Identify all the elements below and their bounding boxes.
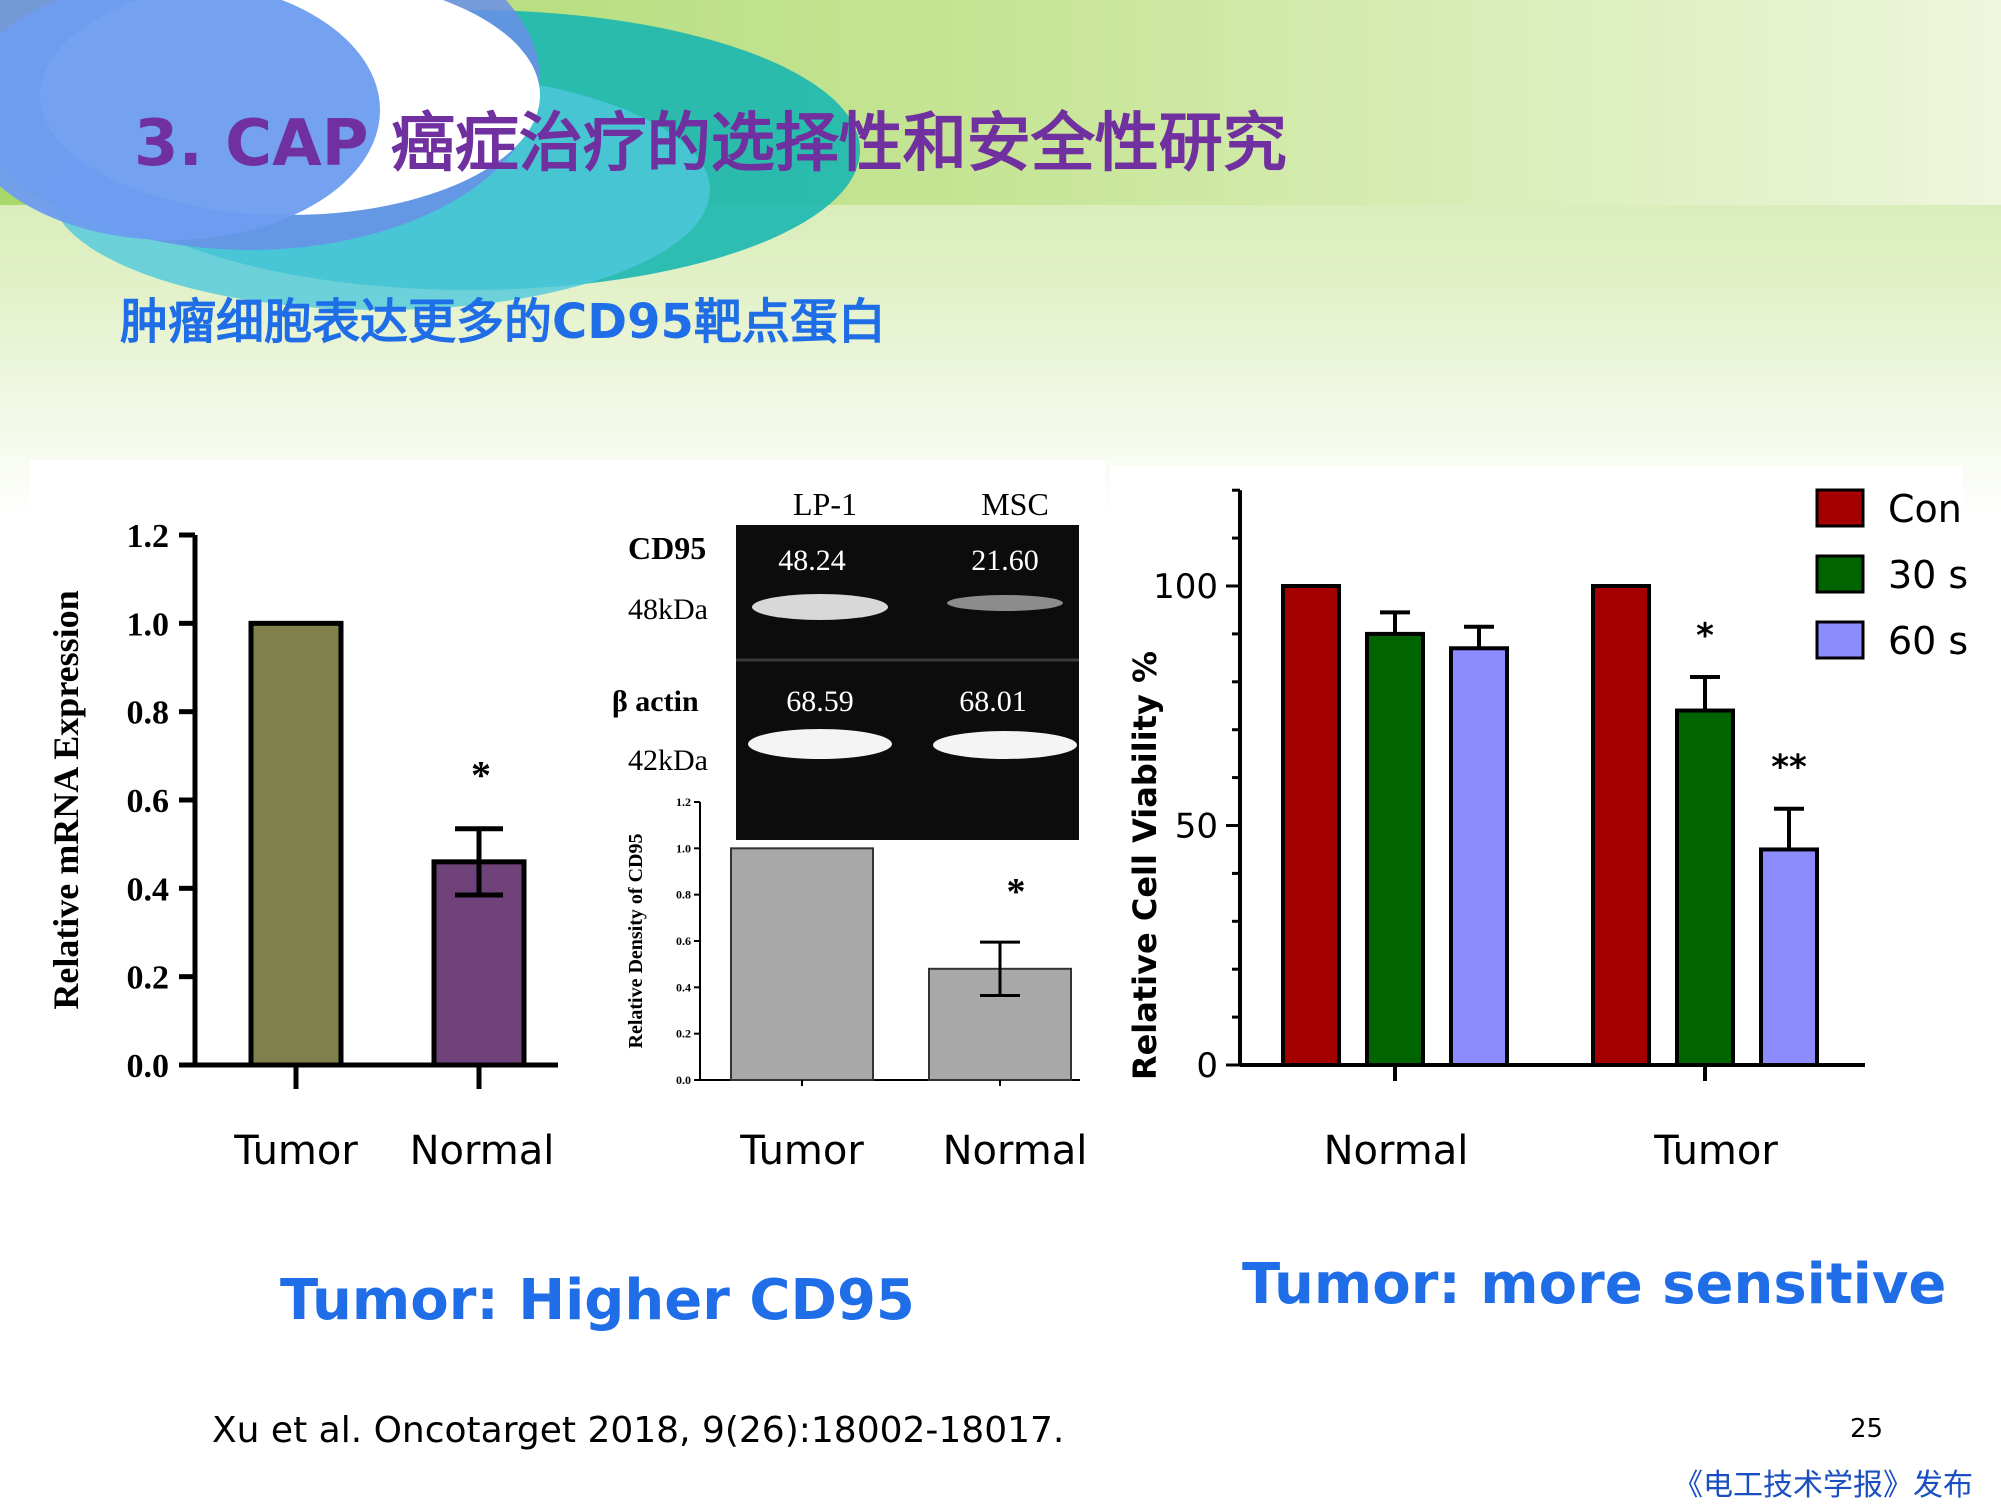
blot-image <box>736 525 1079 840</box>
blot-value-cd95-lp1: 48.24 <box>778 544 846 577</box>
mrna-significance-marker: * <box>471 753 491 798</box>
viability-bar-normal-30s <box>1365 631 1425 1067</box>
mrna-y-tick-label: 1.2 <box>127 518 170 555</box>
mrna-y-tick-label: 0.6 <box>127 783 170 820</box>
viability-significance-marker: * <box>1696 616 1714 656</box>
mrna-y-tick-label: 0.4 <box>127 871 170 908</box>
viability-legend-swatch-con <box>1815 488 1865 528</box>
mrna-bar-tumor <box>248 620 344 1068</box>
viability-legend-label: 30 s <box>1888 553 1968 597</box>
mrna-y-tick-label: 0.8 <box>127 695 170 732</box>
blot-row-label-cd95: CD95 <box>628 530 706 566</box>
density-category-tumor: Tumor <box>740 1128 864 1174</box>
density-y-tick-label: 1.2 <box>676 795 691 809</box>
mrna-y-tick-label: 0.0 <box>127 1048 170 1085</box>
blot-band-cd95-msc <box>947 595 1063 611</box>
mrna-y-axis-label: Relative mRNA Expression <box>46 590 86 1009</box>
blot-value-actin-lp1: 68.59 <box>786 685 854 718</box>
density-y-tick-label: 0.8 <box>676 888 691 902</box>
density-y-tick-label: 0.6 <box>676 934 691 948</box>
blot-row-kda-cd95: 48kDa <box>628 593 708 626</box>
viability-y-tick-label: 50 <box>1175 807 1218 847</box>
blot-band-actin-lp1 <box>748 729 892 759</box>
viability-y-tick-label: 100 <box>1153 567 1218 607</box>
blot-row-label-actin: β actin <box>612 685 699 718</box>
density-y-axis-label: Relative Density of CD95 <box>625 834 647 1049</box>
viability-category-normal: Normal <box>1323 1128 1469 1174</box>
viability-legend-swatch-30s <box>1815 554 1865 594</box>
density-y-tick-label: 0.0 <box>676 1073 691 1087</box>
viability-bar-tumor-60s <box>1759 847 1819 1068</box>
mrna-expression-chart: 0.0 0.2 0.4 0.6 0.8 1.0 1.2 Relative mRNA Expre… <box>46 518 558 1089</box>
viability-bar-normal-60s <box>1449 646 1509 1068</box>
right-figure-panel <box>1110 466 1963 980</box>
mrna-category-tumor: Tumor <box>234 1128 358 1174</box>
viability-bar-normal-con <box>1281 584 1341 1067</box>
viability-legend-swatch-60s <box>1815 620 1865 660</box>
cd95-density-chart: 0.0 0.2 0.4 0.6 0.8 1.0 1.2 Relative Density of… <box>625 795 1080 1087</box>
density-y-tick-label: 0.4 <box>676 980 691 994</box>
blot-row-kda-actin: 42kDa <box>628 744 708 777</box>
page-number: 25 <box>1850 1414 1884 1444</box>
blot-col-label-lp1: LP-1 <box>793 486 857 522</box>
mrna-y-tick-label: 1.0 <box>127 606 170 643</box>
viability-bar-tumor-con <box>1591 584 1651 1067</box>
density-bar-tumor <box>730 847 874 1082</box>
density-y-tick-label: 1.0 <box>676 841 691 855</box>
density-y-tick-label: 0.2 <box>676 1027 691 1041</box>
viability-bar-tumor-30s <box>1675 708 1735 1067</box>
publisher-watermark: 《电工技术学报》发布 <box>1673 1468 1973 1503</box>
blot-col-label-msc: MSC <box>981 486 1049 522</box>
blot-value-cd95-msc: 21.60 <box>971 544 1039 577</box>
mrna-y-tick-label: 0.2 <box>127 960 170 997</box>
viability-significance-marker: ** <box>1771 748 1807 788</box>
viability-y-tick-label: 0 <box>1196 1046 1218 1086</box>
conclusion-right: Tumor: more sensitive <box>1242 1252 1947 1317</box>
blot-band-actin-msc <box>933 731 1077 759</box>
conclusion-left: Tumor: Higher CD95 <box>280 1268 915 1333</box>
viability-category-tumor: Tumor <box>1654 1128 1778 1174</box>
viability-legend-label: 60 s <box>1888 619 1968 663</box>
western-blot: LP-1 MSC CD95 48kDa β actin 42kDa 48.24 … <box>612 486 1079 840</box>
density-category-normal: Normal <box>942 1128 1088 1174</box>
viability-y-axis-label: Relative Cell Viability % <box>1126 651 1164 1080</box>
density-significance-marker: * <box>1007 871 1026 913</box>
citation: Xu et al. Oncotarget 2018, 9(26):18002-1… <box>212 1410 1065 1451</box>
slide-subtitle: 肿瘤细胞表达更多的CD95靶点蛋白 <box>120 294 886 350</box>
blot-band-cd95-lp1 <box>752 594 888 620</box>
mrna-category-normal: Normal <box>409 1128 555 1174</box>
slide-title: 3. CAP 癌症治疗的选择性和安全性研究 <box>134 107 1287 181</box>
blot-value-actin-msc: 68.01 <box>959 685 1027 718</box>
viability-legend-label: Con <box>1888 487 1962 531</box>
